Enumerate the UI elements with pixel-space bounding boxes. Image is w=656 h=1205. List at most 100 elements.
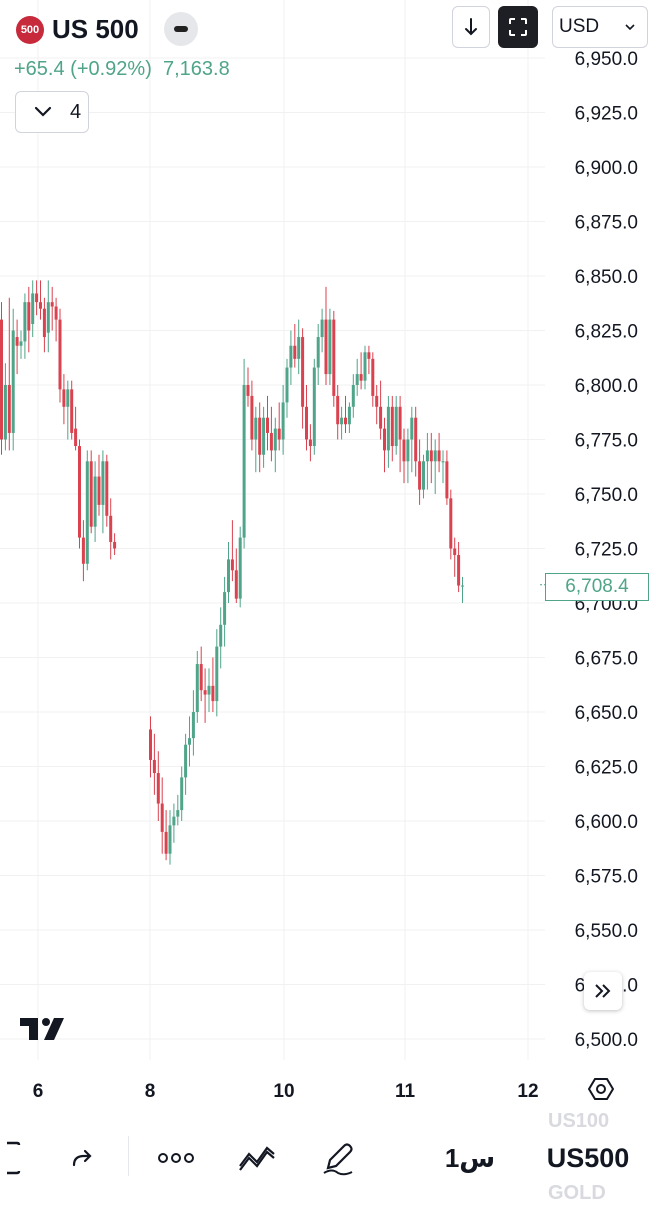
candle-body: [437, 450, 441, 462]
symbol-logo-badge: 500: [16, 16, 44, 44]
candle-body: [371, 358, 375, 396]
candle-body: [301, 337, 305, 407]
chevron-down-icon: [625, 24, 635, 31]
scroll-to-realtime-button[interactable]: [584, 972, 622, 1010]
candle-body: [101, 461, 105, 505]
currency-select[interactable]: USD: [552, 6, 648, 48]
candle-body: [406, 439, 410, 462]
download-icon: [465, 18, 477, 36]
candle-body: [62, 389, 66, 407]
more-icon: [158, 1153, 194, 1163]
candle-body: [223, 592, 227, 625]
candle-body: [262, 417, 266, 455]
candle-body: [328, 319, 332, 375]
candle-body: [355, 374, 359, 385]
candle-body: [246, 385, 250, 396]
fullscreen-icon: [509, 18, 527, 36]
candle-body: [97, 476, 101, 505]
x-tick-label: 10: [273, 1081, 294, 1102]
candle-body: [359, 374, 363, 381]
fullscreen-button[interactable]: [498, 6, 538, 48]
candle-body: [453, 548, 457, 556]
drawing-tools-button[interactable]: [316, 1128, 360, 1188]
candle-body: [285, 367, 289, 403]
candle-body: [258, 417, 262, 455]
candle-body: [180, 777, 184, 811]
candle-body: [414, 417, 418, 462]
symbol-switcher[interactable]: US500: [546, 1142, 630, 1173]
y-tick-label: 6,675.0: [575, 649, 638, 670]
candle-body: [398, 406, 402, 440]
symbol-name[interactable]: US 500: [52, 14, 139, 44]
y-tick-label: 6,775.0: [575, 431, 638, 452]
candle-body: [394, 406, 398, 447]
candle-body: [7, 385, 11, 433]
indicator-count: 4: [70, 100, 82, 123]
gear-icon[interactable]: [588, 1076, 614, 1102]
candle-body: [234, 570, 238, 599]
candle-body: [46, 302, 50, 333]
candle-body: [89, 461, 93, 527]
candle-body: [3, 385, 7, 440]
minus-icon[interactable]: [164, 12, 198, 46]
candle-body: [168, 825, 172, 854]
watchlist-symbol-above[interactable]: US100: [548, 1110, 610, 1132]
candle-body: [410, 417, 414, 440]
candle-body: [379, 406, 383, 429]
indicators-collapse-button[interactable]: 4: [15, 91, 89, 133]
candle-body: [363, 352, 367, 381]
candle-body: [269, 432, 273, 451]
candle-body: [176, 810, 180, 817]
candle-body: [15, 337, 19, 346]
layout-button[interactable]: [0, 1128, 24, 1188]
indicators-button[interactable]: [232, 1128, 282, 1188]
pen-icon: [323, 1143, 353, 1176]
candle-body: [449, 498, 453, 549]
candle-body: [277, 428, 281, 440]
interval-button[interactable]: 1س: [444, 1142, 496, 1173]
currency-label: USD: [559, 16, 600, 37]
download-button[interactable]: [452, 6, 490, 48]
chevron-down-icon: [34, 106, 52, 117]
y-tick-label: 6,950.0: [575, 49, 638, 70]
candle-body: [66, 389, 70, 407]
y-tick-label: 6,650.0: [575, 703, 638, 724]
candle-body: [433, 450, 437, 462]
candle-body: [149, 729, 152, 760]
candle-body: [347, 406, 351, 425]
candle-body: [266, 417, 269, 433]
candle-body: [281, 402, 285, 440]
candle-body: [160, 803, 164, 832]
candle-body: [441, 461, 445, 463]
candle-body: [74, 428, 78, 447]
candle-body: [324, 319, 328, 375]
candle-body: [191, 712, 195, 739]
x-tick-label: 6: [33, 1081, 44, 1102]
bottom-toolbar: 1س US500: [0, 1128, 656, 1192]
price-change: +65.4 (+0.92%): [14, 58, 152, 80]
redo-icon: [72, 1149, 92, 1167]
candle-body: [457, 555, 461, 586]
redo-button[interactable]: [62, 1128, 102, 1188]
candle-body: [35, 293, 39, 303]
more-button[interactable]: [152, 1128, 200, 1188]
candle-body: [242, 385, 246, 538]
candle-body: [109, 515, 113, 542]
candle-body: [188, 738, 191, 745]
candle-body: [289, 345, 293, 368]
candle-body: [297, 337, 301, 359]
candle-body: [23, 302, 27, 342]
watchlist-symbol-below[interactable]: GOLD: [548, 1182, 606, 1204]
candle-body: [367, 352, 371, 359]
candle-body: [54, 306, 58, 320]
candle-body: [93, 476, 97, 527]
y-tick-label: 6,600.0: [575, 812, 638, 833]
candle-body: [316, 337, 320, 368]
y-tick-label: 6,875.0: [575, 213, 638, 234]
candle-body: [402, 439, 406, 462]
candle-body: [332, 319, 336, 396]
double-chevron-right-icon: [595, 984, 611, 998]
candle-body: [340, 417, 344, 425]
candle-body: [39, 302, 42, 309]
